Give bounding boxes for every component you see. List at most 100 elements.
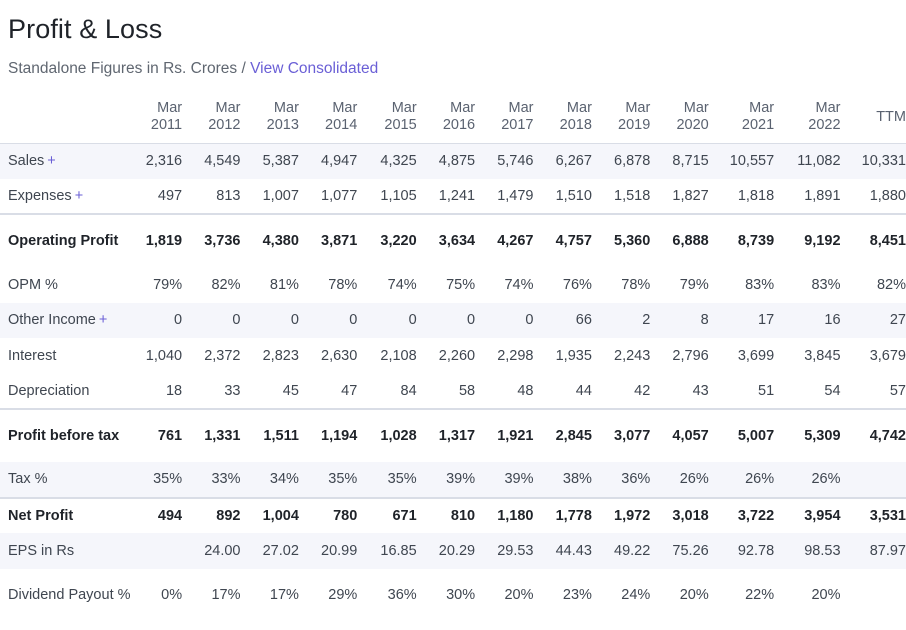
row-label: Interest — [0, 338, 131, 374]
table-cell: 17% — [269, 587, 299, 603]
table-cell: 16.85 — [380, 542, 417, 559]
expand-plus-icon[interactable]: + — [98, 312, 108, 329]
table-cell: 810 — [450, 507, 476, 524]
table-cell: 92.78 — [737, 542, 775, 559]
column-header[interactable]: TTM — [876, 108, 906, 125]
expand-plus-icon[interactable]: + — [74, 187, 84, 204]
table-cell — [841, 569, 906, 622]
table-cell: 3,220 — [380, 233, 417, 249]
table-cell: 44.43 — [555, 542, 592, 559]
table-cell: 26% — [745, 471, 775, 488]
table-cell: 39% — [446, 471, 476, 488]
profit-loss-table: Mar 2011 Mar 2012 Mar 2013 Mar 2014 Mar 2015 … — [0, 92, 906, 622]
table-cell: 22% — [745, 587, 775, 603]
column-header[interactable]: Mar 2019 — [618, 100, 651, 134]
table-cell: 8 — [700, 312, 709, 329]
column-header[interactable]: Mar 2016 — [442, 100, 476, 134]
table-cell: 3,722 — [737, 507, 775, 524]
table-cell: 98.53 — [804, 542, 841, 559]
table-cell — [131, 533, 183, 569]
table-cell: 27.02 — [262, 542, 299, 559]
table-cell: 76% — [562, 276, 592, 293]
table-cell: 43 — [692, 382, 709, 399]
table-cell: 47 — [341, 382, 358, 399]
subtitle: Standalone Figures in Rs. Crores / View … — [8, 60, 378, 78]
column-header[interactable]: Mar 2022 — [808, 100, 841, 134]
row-label[interactable]: Sales + — [0, 143, 131, 179]
row-label-text: Depreciation — [8, 382, 90, 399]
table-cell: 1,818 — [737, 187, 775, 204]
table-cell: 2,316 — [145, 153, 183, 169]
table-cell: 82% — [211, 276, 241, 293]
row-label[interactable]: Expenses + — [0, 179, 131, 215]
table-cell: 1,028 — [380, 428, 417, 444]
table-cell: 20% — [811, 587, 841, 603]
table-cell: 0 — [525, 312, 534, 329]
column-header[interactable]: Mar 2020 — [676, 100, 709, 134]
table-row: Net Profit 494 892 1,004 780 671 810 1,180 1,778… — [0, 497, 906, 534]
table-cell: 1,105 — [380, 187, 417, 204]
column-header[interactable]: Mar 2014 — [325, 100, 358, 134]
table-cell: 0 — [290, 312, 299, 329]
table-cell: 10,331 — [861, 153, 906, 169]
table-cell: 3,531 — [869, 507, 906, 524]
table-cell: 761 — [157, 428, 183, 444]
table-cell: 1,317 — [438, 428, 476, 444]
table-cell: 79% — [153, 276, 183, 293]
table-cell: 0 — [349, 312, 358, 329]
table-cell: 58 — [458, 382, 476, 399]
table-cell: 26% — [811, 471, 841, 488]
table-cell: 27 — [889, 312, 906, 329]
column-header[interactable]: Mar 2021 — [741, 100, 775, 134]
table-cell: 1,921 — [497, 428, 534, 444]
table-cell: 78% — [328, 276, 358, 293]
column-header[interactable]: Mar 2012 — [208, 100, 241, 134]
table-row: Depreciation 18 33 45 47 84 58 48 44 42 43 51 54 57 — [0, 374, 906, 410]
table-cell: 0 — [174, 312, 183, 329]
table-cell: 2,260 — [438, 347, 476, 364]
table-cell: 1,007 — [262, 187, 299, 204]
table-cell: 0 — [467, 312, 476, 329]
table-cell: 33 — [224, 382, 241, 399]
table-cell: 2,108 — [380, 347, 417, 364]
row-label-text: Dividend Payout % — [8, 587, 131, 603]
table-cell: 10,557 — [729, 153, 775, 169]
row-label-text: Sales — [8, 153, 45, 169]
column-header[interactable]: Mar 2015 — [384, 100, 417, 134]
table-cell: 1,479 — [497, 187, 534, 204]
table-cell: 6,888 — [672, 233, 709, 249]
table-cell: 87.97 — [869, 542, 906, 559]
table-cell: 29% — [328, 587, 358, 603]
table-cell: 3,954 — [804, 507, 841, 524]
expand-plus-icon[interactable]: + — [47, 153, 56, 169]
table-cell: 4,325 — [380, 153, 417, 169]
table-cell: 24% — [621, 587, 651, 603]
table-cell: 16 — [824, 312, 841, 329]
table-cell: 2 — [642, 312, 651, 329]
column-header[interactable]: Mar 2011 — [150, 100, 183, 134]
table-cell: 1,972 — [614, 507, 651, 524]
column-header[interactable]: Mar 2013 — [266, 100, 299, 134]
table-row: Other Income +0 0 0 0 0 0 0 66 2 8 17 16 27 — [0, 302, 906, 339]
table-row: OPM % 79% 82% 81% 78% 74% 75% 74% 76% 78% 79% 83% 83… — [0, 267, 906, 303]
table-cell: 497 — [157, 187, 183, 204]
table-cell: 6,267 — [555, 153, 592, 169]
column-header[interactable]: Mar 2018 — [559, 100, 592, 134]
column-header[interactable]: Mar 2017 — [501, 100, 534, 134]
table-cell: 1,819 — [145, 233, 183, 249]
view-consolidated-link[interactable]: View Consolidated — [250, 60, 379, 77]
table-cell: 36% — [387, 587, 417, 603]
table-cell: 48 — [517, 382, 534, 399]
table-cell: 17 — [758, 312, 775, 329]
table-cell: 83% — [745, 276, 775, 293]
table-row: EPS in Rs 24.00 27.02 20.99 16.85 20.29 29.53 4… — [0, 533, 906, 569]
row-label: Operating Profit — [0, 214, 131, 267]
table-cell: 4,057 — [672, 428, 709, 444]
table-cell: 3,736 — [204, 233, 241, 249]
table-row: Dividend Payout % 0% 17% 17% 29% 36% 30% 20% 23%… — [0, 569, 906, 622]
row-label[interactable]: Other Income + — [0, 303, 131, 339]
table-cell: 82% — [876, 276, 906, 293]
table-cell: 1,518 — [614, 187, 651, 204]
table-cell: 20.29 — [438, 542, 476, 559]
table-cell: 3,845 — [804, 347, 841, 364]
